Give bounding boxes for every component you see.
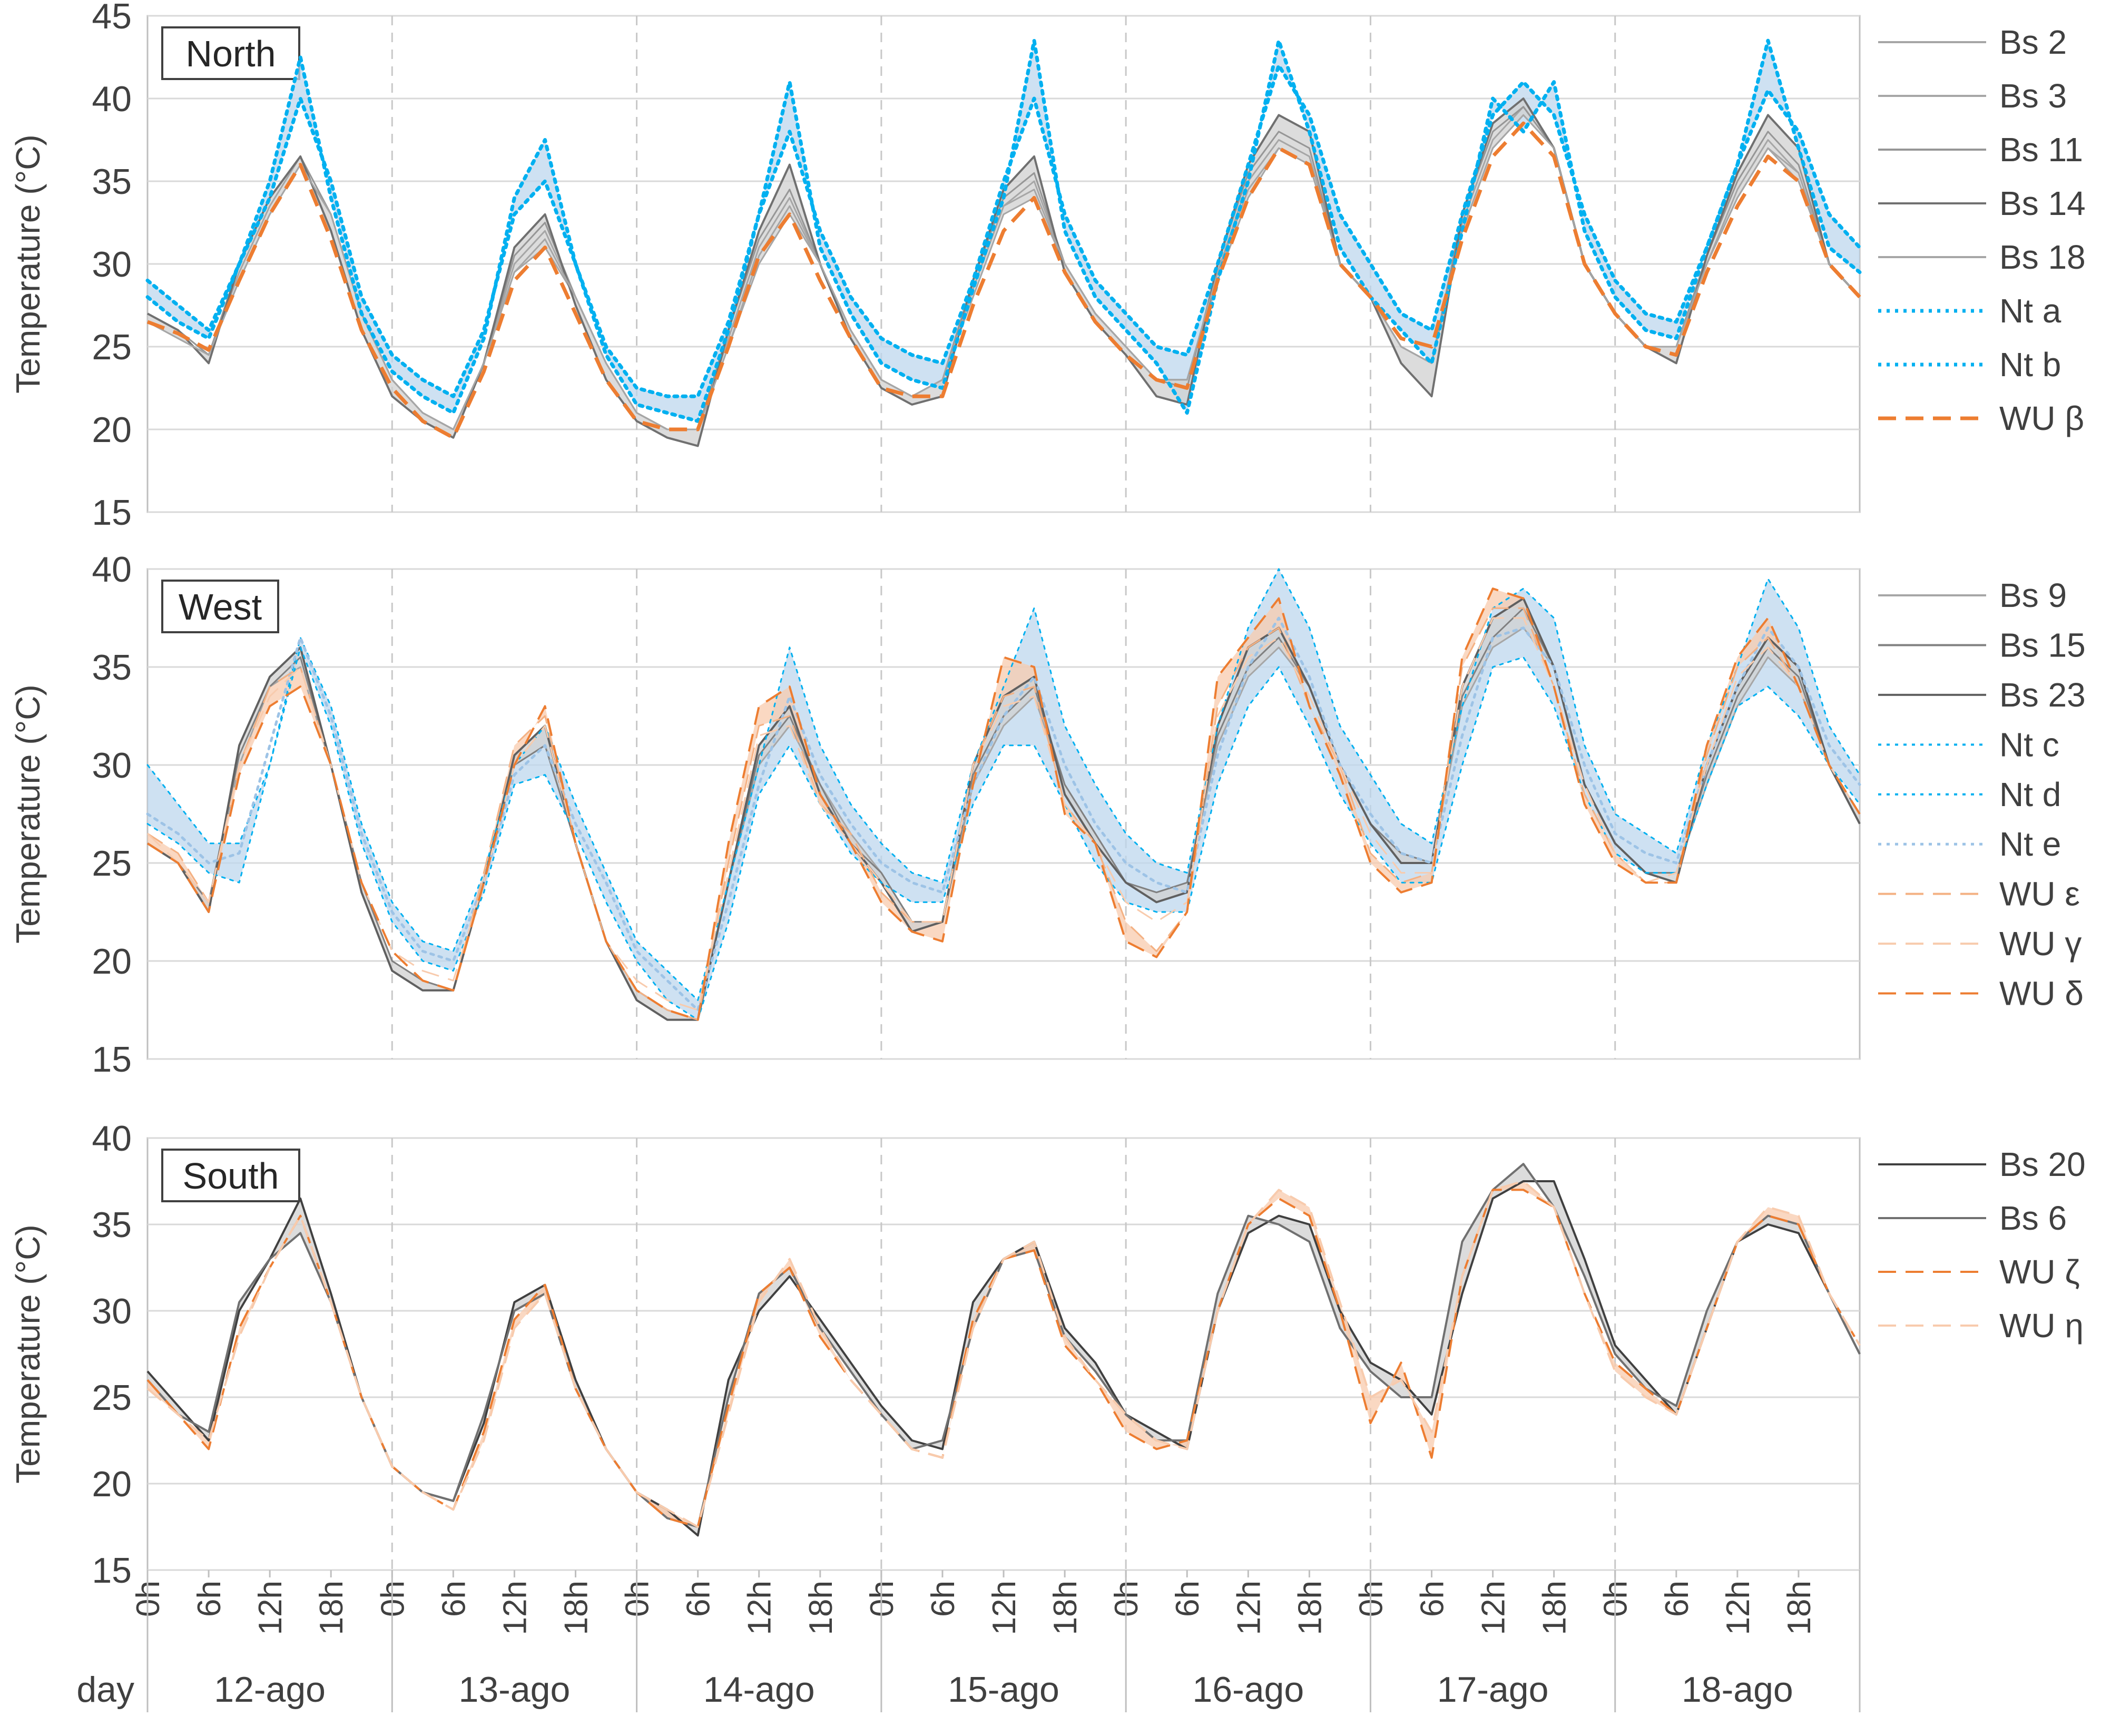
hour-tick-label: 12h — [986, 1581, 1023, 1635]
legend-label-wu: WU η — [1999, 1307, 2084, 1345]
y-tick-label: 30 — [92, 244, 132, 285]
series-line-nt-b — [145, 38, 1862, 423]
series-line-nt-c — [146, 568, 1861, 1001]
panel-title: South — [183, 1155, 279, 1196]
legend-label-bs-23: Bs 23 — [1999, 676, 2086, 714]
band-wu-wu — [148, 1181, 1860, 1527]
series-line-wu — [147, 607, 1861, 1021]
legend-label-wu: WU γ — [1999, 925, 2081, 963]
day-label: 18-ago — [1682, 1670, 1793, 1710]
y-tick-label: 25 — [92, 1378, 132, 1418]
legend-label-bs-11: Bs 11 — [1999, 131, 2083, 169]
hour-tick-label: 18h — [1537, 1581, 1573, 1635]
legend-label-bs-15: Bs 15 — [1999, 626, 2086, 664]
band-wu-wu — [148, 589, 1860, 1020]
legend-label-bs-6: Bs 6 — [1999, 1199, 2067, 1237]
legend-label-nt-a: Nt a — [1999, 292, 2061, 330]
hour-tick-label: 6h — [681, 1581, 717, 1617]
legend-label-nt-c: Nt c — [1999, 725, 2059, 763]
legend-label-bs-18: Bs 18 — [1999, 238, 2086, 276]
legend-label-nt-e: Nt e — [1999, 825, 2061, 863]
y-tick-label: 30 — [92, 746, 132, 786]
hour-tick-label: 6h — [925, 1581, 961, 1617]
day-label: 15-ago — [948, 1670, 1059, 1710]
hour-tick-label: 18h — [1292, 1581, 1328, 1635]
plot-frame — [146, 568, 1861, 1060]
hour-tick-label: 18h — [803, 1581, 839, 1635]
y-tick-label: 40 — [92, 79, 132, 119]
hour-tick-label: 12h — [742, 1581, 778, 1635]
y-tick-label: 35 — [92, 162, 132, 202]
panel-title-box — [161, 1149, 300, 1202]
legend-label-bs-9: Bs 9 — [1999, 576, 2067, 614]
day-label: 17-ago — [1437, 1670, 1549, 1710]
y-tick-label: 25 — [92, 327, 132, 367]
series-line-wu — [146, 121, 1861, 440]
series-line-wu — [146, 617, 1861, 1011]
panel-west: 15 20 25 30 35 40 Temperature (°C) West Bs 9 Bs 1… — [9, 550, 2086, 1080]
panel-title-box — [161, 580, 279, 633]
y-tick-label: 20 — [92, 1464, 132, 1504]
hour-tick-label: 6h — [1170, 1581, 1206, 1617]
panel-south: 15 20 25 30 35 40 Temperature (°C) South Bs 20 Bs… — [9, 1119, 2086, 1591]
y-axis-label: Temperature (°C) — [9, 134, 47, 394]
panel-north: 15 20 25 30 35 40 45 Temperature (°C) North Bs 2 B… — [9, 0, 2086, 533]
legend-label-bs-3: Bs 3 — [1999, 77, 2067, 115]
series-line-nt-e — [146, 616, 1861, 1012]
legend-label-wu: WU ζ — [1999, 1253, 2080, 1291]
y-tick-label: 15 — [92, 493, 132, 533]
day-label: 12-ago — [214, 1670, 326, 1710]
hour-tick-label: 12h — [1231, 1581, 1267, 1635]
legend-label-bs-14: Bs 14 — [1999, 184, 2086, 222]
y-tick-label: 25 — [92, 844, 132, 884]
y-tick-label: 30 — [92, 1291, 132, 1331]
legend-label-wu: WU ε — [1999, 875, 2080, 913]
legend-label-nt-b: Nt b — [1999, 346, 2061, 384]
hour-tick-label: 12h — [1476, 1581, 1512, 1635]
panel-title: West — [179, 586, 262, 627]
hour-tick-label: 12h — [497, 1581, 533, 1635]
hour-tick-label: 6h — [1659, 1581, 1695, 1617]
hour-tick-label: 6h — [1415, 1581, 1451, 1617]
hour-tick-label: 12h — [1720, 1581, 1756, 1635]
hour-tick-label: 18h — [1781, 1581, 1818, 1635]
panel-title: North — [185, 33, 276, 74]
y-tick-label: 40 — [92, 1119, 132, 1159]
series-line-nt-d — [146, 646, 1861, 1021]
panel-title-box — [161, 26, 300, 80]
y-axis-label: Temperature (°C) — [9, 684, 47, 944]
hour-tick-label: 6h — [436, 1581, 472, 1617]
y-tick-label: 20 — [92, 410, 132, 450]
y-axis-label: Temperature (°C) — [9, 1224, 47, 1484]
legend-label-bs-20: Bs 20 — [1999, 1145, 2086, 1183]
legend-label-nt-d: Nt d — [1999, 776, 2061, 813]
x-axis-label: day — [76, 1670, 134, 1710]
day-label: 16-ago — [1192, 1670, 1304, 1710]
x-axis: 0h 6h 12h 18h 0h 6h 12h 18h 0h 6h 12h 18h 0h 6h 12h 18h… — [76, 1570, 1861, 1712]
legend-label-bs-2: Bs 2 — [1999, 23, 2067, 61]
y-tick-label: 45 — [92, 0, 132, 36]
plot-frame — [146, 1137, 1861, 1571]
series-line-wu — [146, 1180, 1861, 1528]
hour-tick-label: 18h — [1047, 1581, 1084, 1635]
day-label: 13-ago — [459, 1670, 571, 1710]
y-tick-label: 20 — [92, 941, 132, 982]
series-line-bs-18 — [147, 114, 1861, 430]
y-tick-label: 15 — [92, 1551, 132, 1591]
day-label: 14-ago — [703, 1670, 815, 1710]
y-tick-label: 15 — [92, 1039, 132, 1080]
hour-tick-label: 6h — [191, 1581, 228, 1617]
y-tick-label: 40 — [92, 550, 132, 590]
legend-label-wu: WU β — [1999, 399, 2084, 437]
y-tick-label: 35 — [92, 1205, 132, 1245]
hour-tick-label: 12h — [252, 1581, 289, 1635]
legend-label-wu: WU δ — [1999, 975, 2084, 1013]
y-tick-label: 35 — [92, 648, 132, 688]
hour-tick-label: 18h — [313, 1581, 350, 1635]
hour-tick-label: 18h — [558, 1581, 595, 1635]
